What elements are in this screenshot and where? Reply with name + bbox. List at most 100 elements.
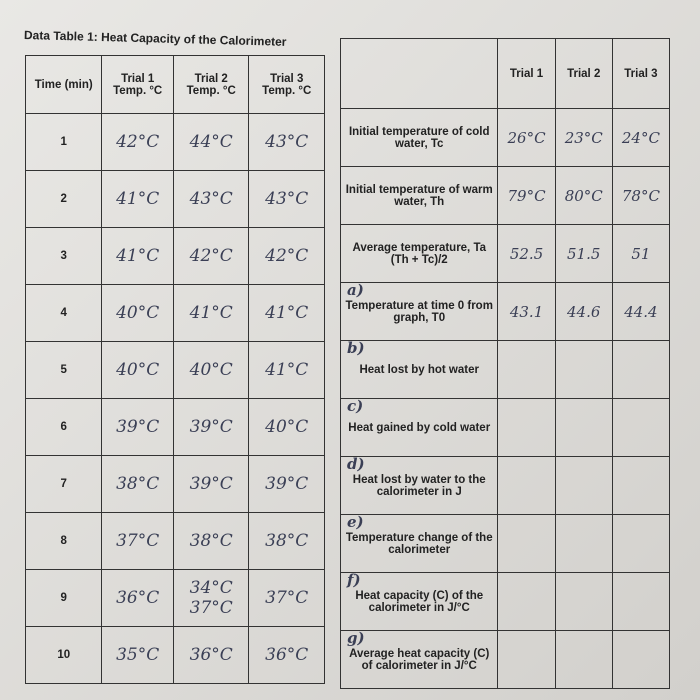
- value-cell: 23°C: [554, 108, 613, 167]
- step-marker: a): [347, 281, 364, 299]
- table-row: 5 40°C 40°C 41°C: [24, 341, 325, 399]
- value-cell: 78°C: [611, 166, 671, 225]
- row-label-cell: Initial temperature of cold water, Tc: [339, 108, 499, 167]
- temperature-cell: 36°C: [101, 569, 174, 627]
- temperature-cell: 38°C: [248, 512, 325, 570]
- table-row: f) Heat capacity (C) of the calorimeter i…: [339, 571, 671, 631]
- blank-header: [339, 38, 499, 109]
- value-cell: 80°C: [554, 166, 613, 225]
- row-label: Heat lost by water to the calorimeter in…: [352, 473, 486, 498]
- value-cell: [611, 630, 671, 689]
- temperature-cell: 44°C: [172, 113, 250, 171]
- step-marker: d): [347, 455, 365, 473]
- temperature-cell: 39°C: [172, 398, 250, 456]
- time-cell: 3: [24, 227, 103, 285]
- table-row: 1 42°C 44°C 43°C: [24, 113, 325, 171]
- temperature-cell: 39°C: [248, 455, 325, 513]
- table-title: Data Table 1: Heat Capacity of the Calor…: [23, 28, 287, 49]
- value-cell: [611, 456, 671, 515]
- table-row: e) Temperature change of the calorimeter: [339, 513, 671, 573]
- row-label-cell: Initial temperature of warm water, Th: [339, 166, 499, 225]
- row-label: Average heat capacity (C) of calorimeter…: [349, 647, 490, 672]
- row-label: Temperature change of the calorimeter: [345, 531, 493, 556]
- temperature-cell: 40°C: [101, 341, 174, 399]
- table-row: 9 36°C 34°C 37°C 37°C: [24, 569, 325, 627]
- time-cell: 7: [24, 455, 103, 513]
- row-label: Average temperature, Ta (Th + Tc)/2: [352, 241, 487, 266]
- table-row: d) Heat lost by water to the calorimeter …: [339, 455, 671, 515]
- temperature-cell: 35°C: [101, 626, 174, 684]
- table-row: 7 38°C 39°C 39°C: [24, 455, 325, 513]
- value-cell: [611, 340, 671, 399]
- temperature-cell: 37°C: [101, 512, 174, 570]
- row-label-cell: g) Average heat capacity (C) of calorimet…: [339, 629, 499, 689]
- value-cell: 79°C: [497, 166, 556, 225]
- left-table: Time (min) Trial 1 Temp. °C Trial 2 Temp. …: [24, 55, 325, 684]
- value-cell: [497, 398, 556, 457]
- temperature-cell: 40°C: [172, 341, 250, 399]
- temperature-cell: 41°C: [248, 284, 325, 342]
- time-cell: 8: [24, 512, 103, 570]
- temperature-cell: 42°C: [101, 113, 174, 171]
- row-label: Heat gained by cold water: [348, 421, 491, 434]
- column-header: Trial 3 Temp. °C: [248, 55, 325, 114]
- row-label: Heat capacity (C) of the calorimeter in …: [355, 589, 484, 614]
- column-header: Trial 2: [554, 38, 613, 109]
- time-cell: 1: [24, 113, 103, 171]
- value-cell: [554, 572, 613, 631]
- step-marker: g): [347, 629, 365, 647]
- temperature-cell: 38°C: [101, 455, 174, 513]
- value-cell: [497, 572, 556, 631]
- temperature-cell: 41°C: [101, 227, 174, 285]
- time-cell: 6: [24, 398, 103, 456]
- column-header: Trial 1: [497, 38, 556, 109]
- table-row: 10 35°C 36°C 36°C: [24, 626, 325, 684]
- value-cell: 44.6: [554, 282, 613, 341]
- temperature-cell: 38°C: [172, 512, 250, 570]
- temperature-cell: 39°C: [101, 398, 174, 456]
- row-label-cell: b) Heat lost by hot water: [339, 339, 499, 399]
- value-cell: [611, 572, 671, 631]
- table-row: 8 37°C 38°C 38°C: [24, 512, 325, 570]
- value-cell: 43.1: [497, 282, 556, 341]
- time-cell: 10: [24, 626, 103, 684]
- column-header: Trial 1 Temp. °C: [101, 55, 174, 114]
- column-header: Trial 3: [611, 38, 671, 109]
- value-cell: [611, 398, 671, 457]
- value-cell: [497, 456, 556, 515]
- row-label-cell: Average temperature, Ta (Th + Tc)/2: [339, 224, 499, 283]
- temperature-cell: 39°C: [172, 455, 250, 513]
- row-label-cell: e) Temperature change of the calorimeter: [339, 513, 499, 573]
- table-row: Initial temperature of warm water, Th 79°…: [339, 166, 671, 225]
- row-label: Temperature at time 0 from graph, T0: [345, 299, 493, 324]
- temperature-cell: 36°C: [248, 626, 325, 684]
- time-cell: 4: [24, 284, 103, 342]
- row-label-cell: f) Heat capacity (C) of the calorimeter i…: [339, 571, 499, 631]
- value-cell: 52.5: [497, 224, 556, 283]
- table-row: 4 40°C 41°C 41°C: [24, 284, 325, 342]
- value-cell: [611, 514, 671, 573]
- step-marker: e): [347, 513, 364, 531]
- row-label-cell: d) Heat lost by water to the calorimeter …: [339, 455, 499, 515]
- table-row: a) Temperature at time 0 from graph, T0 43…: [339, 281, 671, 341]
- time-cell: 2: [24, 170, 103, 228]
- value-cell: [497, 514, 556, 573]
- temperature-cell: 43°C: [172, 170, 250, 228]
- step-marker: c): [347, 397, 364, 415]
- table-row: 2 41°C 43°C 43°C: [24, 170, 325, 228]
- value-cell: 24°C: [611, 108, 671, 167]
- temperature-cell: 36°C: [172, 626, 250, 684]
- table-row: Initial temperature of cold water, Tc 26°…: [339, 108, 671, 167]
- temperature-cell: 41°C: [248, 341, 325, 399]
- value-cell: [554, 456, 613, 515]
- value-cell: 44.4: [611, 282, 671, 341]
- row-label: Initial temperature of cold water, Tc: [348, 125, 490, 150]
- table-row: g) Average heat capacity (C) of calorimet…: [339, 629, 671, 689]
- temperature-cell: 43°C: [248, 170, 325, 228]
- step-marker: b): [347, 339, 365, 357]
- time-cell: 5: [24, 341, 103, 399]
- header-row: Trial 1 Trial 2 Trial 3: [339, 38, 671, 109]
- table-row: c) Heat gained by cold water: [339, 397, 671, 457]
- temperature-cell: 42°C: [248, 227, 325, 285]
